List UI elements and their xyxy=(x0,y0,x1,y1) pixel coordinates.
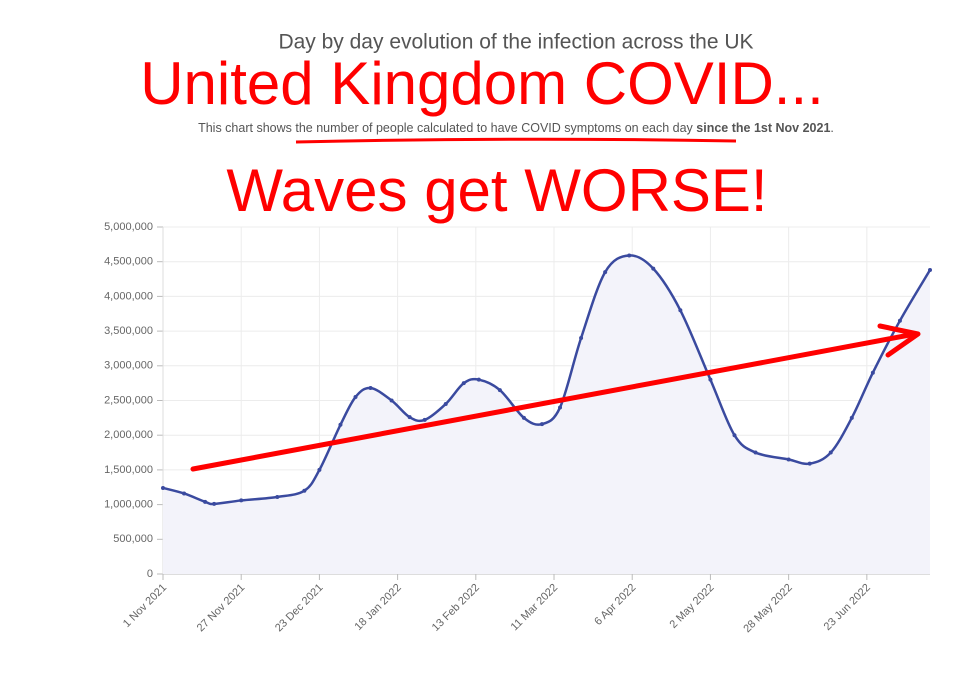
point xyxy=(627,253,632,258)
point xyxy=(476,377,481,382)
subtitle-end: . xyxy=(830,121,833,135)
point xyxy=(558,405,563,410)
y-tick-label: 4,000,000 xyxy=(104,290,153,302)
point xyxy=(368,386,373,391)
point xyxy=(786,457,791,462)
point xyxy=(338,422,343,427)
plot: 0 500,000 1,000,000 1,500,000 2,000,000 2,500… xyxy=(104,221,932,635)
y-tick-label: 0 xyxy=(147,568,153,580)
tagline: Waves get WORSE! xyxy=(226,157,767,224)
trend-arrow xyxy=(190,323,921,472)
point xyxy=(651,266,656,271)
x-tick-label: 27 Nov 2021 xyxy=(195,582,248,635)
point xyxy=(708,377,713,382)
point xyxy=(732,433,737,438)
x-tick-label: 28 May 2022 xyxy=(741,582,794,635)
y-tick-label: 2,500,000 xyxy=(104,394,153,406)
point xyxy=(870,370,875,375)
point xyxy=(239,498,244,503)
point xyxy=(461,381,466,386)
subtitle-underlined: number of people calculated to have COVI… xyxy=(316,121,693,135)
point xyxy=(828,450,833,455)
subtitle-text: This chart shows the xyxy=(198,121,313,135)
point xyxy=(161,485,165,490)
x-tick-label: 23 Dec 2021 xyxy=(273,582,326,635)
point xyxy=(389,398,394,403)
point xyxy=(928,268,932,273)
point xyxy=(422,417,427,422)
point xyxy=(603,270,608,275)
arrow-head xyxy=(877,323,921,358)
x-tick-label: 18 Jan 2022 xyxy=(352,582,403,633)
point xyxy=(807,461,812,466)
chart-title: Day by day evolution of the infection ac… xyxy=(278,31,753,54)
x-tick-label: 6 Apr 2022 xyxy=(592,582,638,628)
headline: United Kingdom COVID... xyxy=(140,50,824,117)
x-tick-label: 1 Nov 2021 xyxy=(121,582,169,630)
point xyxy=(897,318,902,323)
point xyxy=(849,415,854,420)
y-tick-label: 1,500,000 xyxy=(104,464,153,476)
x-tick-label: 2 May 2022 xyxy=(667,582,716,631)
underline-stroke xyxy=(295,137,737,144)
y-tick-label: 500,000 xyxy=(113,533,153,545)
y-tick-label: 4,500,000 xyxy=(104,256,153,268)
point xyxy=(539,422,544,427)
subtitle: This chart shows the number of people ca… xyxy=(198,121,834,135)
point xyxy=(678,308,683,313)
point xyxy=(579,336,584,341)
y-tick-label: 2,000,000 xyxy=(104,429,153,441)
point xyxy=(753,450,758,455)
point xyxy=(407,415,412,420)
x-tick-label: 11 Mar 2022 xyxy=(509,582,561,634)
y-tick-label: 3,500,000 xyxy=(104,325,153,337)
point xyxy=(182,491,187,496)
point xyxy=(497,388,502,393)
point xyxy=(521,415,526,420)
point xyxy=(443,401,448,406)
point xyxy=(212,501,217,506)
point xyxy=(302,488,307,493)
x-tick-label: 13 Feb 2022 xyxy=(430,582,482,634)
y-tick-label: 1,000,000 xyxy=(104,499,153,511)
y-tick-label: 5,000,000 xyxy=(104,221,153,233)
x-tick-label: 23 Jun 2022 xyxy=(822,582,873,633)
point xyxy=(203,499,208,504)
area xyxy=(163,255,930,574)
point xyxy=(317,467,322,472)
y-tick-label: 3,000,000 xyxy=(104,360,153,372)
point xyxy=(353,395,358,400)
point xyxy=(275,494,280,499)
arrow-shaft xyxy=(190,331,918,472)
subtitle-bold: since the 1st Nov 2021 xyxy=(696,121,830,135)
